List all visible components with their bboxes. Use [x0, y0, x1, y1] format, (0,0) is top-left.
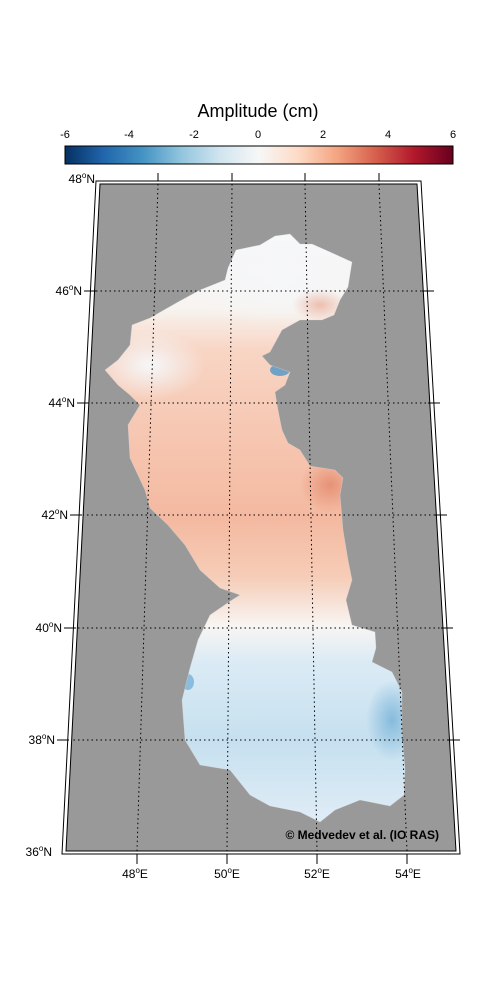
colorbar-tick-label: 2: [320, 129, 326, 141]
meridian-54: [378, 184, 408, 851]
colorbar-tick-label: -2: [189, 129, 199, 141]
latitude-labels: 48oN 46oN 44oN 42oN 40oN 38oN 36oN: [26, 171, 95, 859]
meridian-50: [226, 184, 233, 851]
credit-label: © Medvedev et al. (IO RAS): [285, 828, 439, 842]
lon-label: 50oE: [214, 866, 240, 881]
map-frame-outer: [61, 180, 461, 855]
colorbar-title: Amplitude (cm): [197, 101, 318, 121]
colorbar-tick-labels: -6 -4 -2 0 2 4 6: [60, 129, 456, 141]
lat-label: 46oN: [56, 283, 82, 298]
map-frame-inner: [65, 183, 457, 852]
north-east-field: [292, 289, 348, 321]
south-east-field: [366, 680, 405, 760]
colorbar: [64, 145, 454, 165]
lon-label: 48oE: [122, 866, 148, 881]
colorbar-tick-label: 0: [255, 129, 261, 141]
lat-label: 38oN: [29, 732, 55, 747]
lat-label: 40oN: [36, 620, 62, 635]
colorbar-tick-label: 4: [385, 129, 391, 141]
lat-label: 48oN: [69, 171, 95, 186]
meridian-52: [304, 184, 318, 851]
frame-ticks: [57, 173, 460, 864]
colorbar-tick-label: -4: [124, 129, 134, 141]
lon-label: 52oE: [304, 866, 330, 881]
lat-label: 36oN: [26, 844, 52, 859]
lat-label: 42oN: [42, 507, 68, 522]
meridian-48: [136, 184, 159, 851]
lon-label: 54oE: [395, 866, 421, 881]
colorbar-tick-label: -6: [60, 129, 70, 141]
longitude-labels: 48oE 50oE 52oE 54oE: [122, 866, 421, 881]
colorbar-tick-label: 6: [450, 129, 456, 141]
lat-label: 44oN: [49, 395, 75, 410]
graticule: [66, 184, 456, 851]
sea-outline: [104, 233, 406, 823]
map-frame: [61, 180, 461, 855]
